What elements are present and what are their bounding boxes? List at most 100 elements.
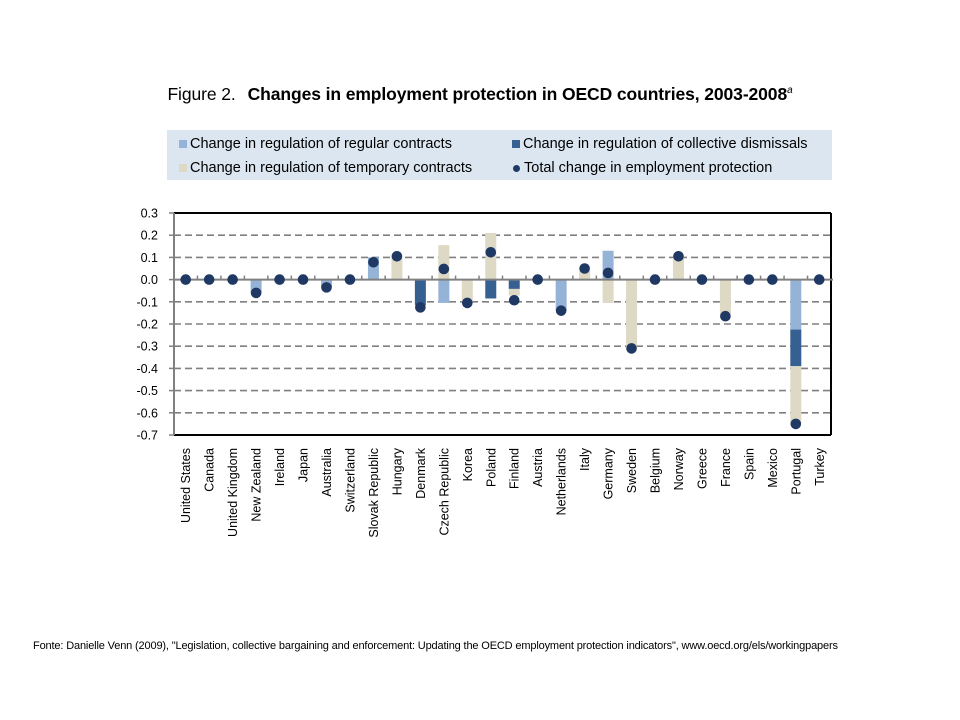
y-tick-label: -0.1 — [136, 295, 158, 309]
bar-collective — [485, 279, 497, 299]
x-tick-label: Portugal — [789, 448, 803, 495]
bar-regular — [790, 279, 802, 330]
x-tick-label: Turkey — [813, 447, 827, 485]
x-tick-label: Belgium — [649, 448, 663, 493]
x-tick-label: Australia — [320, 448, 334, 497]
x-tick-label: Czech Republic — [437, 448, 451, 536]
x-tick-label: New Zealand — [250, 448, 264, 522]
total-marker — [673, 250, 684, 262]
bar-collective — [790, 329, 802, 367]
bar-temporary — [719, 279, 731, 316]
total-marker — [579, 263, 590, 274]
x-tick-label: Austria — [531, 448, 545, 487]
y-tick-label: 0.3 — [141, 207, 158, 221]
x-tick-label: Netherlands — [555, 448, 569, 515]
x-tick-label: Norway — [672, 447, 686, 490]
y-tick-label: -0.6 — [136, 406, 158, 420]
bar-temporary — [602, 279, 614, 303]
bar-temporary — [790, 366, 802, 423]
y-tick-label: 0.0 — [141, 273, 158, 287]
total-marker — [485, 246, 497, 258]
legend-label-regular: Change in regulation of regular contract… — [190, 136, 452, 152]
bar-regular — [367, 257, 379, 280]
x-tick-label: Korea — [461, 448, 475, 481]
bar-temporary — [461, 279, 473, 302]
total-marker — [391, 250, 403, 262]
x-tick-label: Canada — [203, 448, 217, 492]
y-tick-label: -0.7 — [136, 429, 158, 443]
legend-marker-total — [513, 164, 520, 172]
bar-temporary — [579, 270, 591, 280]
legend-swatch-temporary — [179, 164, 187, 172]
legend-label-collective: Change in regulation of collective dismi… — [523, 136, 808, 152]
total-markers — [180, 246, 825, 430]
chart-legend: Change in regulation of regular contract… — [167, 130, 832, 180]
total-marker — [415, 302, 426, 313]
legend-item-collective: Change in regulation of collective dismi… — [512, 136, 808, 152]
x-tick-label: Finland — [508, 448, 522, 489]
y-tick-label: 0.2 — [141, 229, 158, 243]
total-marker — [438, 263, 450, 275]
y-tick-labels: 0.3 0.2 0.1 0.0 -0.1 -0.2 -0.3 -0.4 -0.5 -0.6 -0.7 — [136, 207, 158, 443]
total-marker — [180, 274, 192, 285]
x-tick-label: Ireland — [273, 448, 287, 486]
total-marker — [813, 274, 825, 285]
y-tick-label: -0.5 — [136, 384, 158, 398]
bar-temporary — [508, 288, 520, 296]
total-marker — [344, 274, 356, 285]
legend-swatch-regular — [179, 140, 187, 148]
figure-title: Figure 2. Changes in employment protectio… — [0, 84, 960, 105]
x-tick-label: France — [719, 448, 733, 487]
bar-temporary — [438, 245, 450, 280]
total-marker — [790, 418, 802, 430]
axes — [169, 212, 833, 436]
figure-number: Figure 2. — [167, 84, 236, 104]
bar-collective — [508, 279, 520, 289]
legend-label-total: Total change in employment protection — [524, 160, 773, 176]
total-marker — [743, 274, 755, 285]
total-marker — [368, 256, 379, 268]
total-marker — [532, 274, 543, 285]
gridlines — [174, 234, 831, 414]
total-marker — [227, 274, 238, 285]
total-marker — [462, 297, 473, 309]
x-tick-label: Greece — [695, 448, 709, 489]
x-tick-label: Mexico — [766, 448, 780, 488]
x-tick-label: Spain — [742, 448, 756, 480]
total-marker — [720, 310, 731, 322]
total-marker — [626, 343, 637, 354]
bars — [250, 232, 802, 423]
total-marker — [696, 274, 708, 285]
y-tick-label: -0.4 — [136, 362, 158, 376]
figure-title-text: Changes in employment protection in OECD… — [247, 84, 788, 104]
figure-title-footnote-mark: a — [787, 85, 793, 97]
source-note: Fonte: Danielle Venn (2009), "Legislatio… — [33, 640, 838, 652]
total-marker — [767, 274, 778, 285]
bar-temporary — [391, 257, 403, 280]
x-tick-label: Japan — [297, 448, 311, 482]
total-marker — [203, 274, 215, 285]
legend-item-total: Total change in employment protection — [512, 160, 772, 176]
y-tick-label: 0.1 — [141, 251, 158, 265]
x-tick-label: Denmark — [414, 447, 428, 498]
x-tick-label: United Kingdom — [226, 448, 240, 537]
total-marker — [321, 282, 332, 293]
x-tick-label: Sweden — [625, 448, 639, 493]
total-marker — [602, 267, 614, 279]
bar-collective — [414, 279, 426, 306]
bar-regular — [555, 279, 567, 311]
bar-regular — [438, 279, 450, 303]
x-tick-label: Hungary — [390, 447, 404, 495]
x-tick-label: Germany — [602, 447, 616, 499]
x-tick-labels: United States Canada United Kingdom New Zea… — [179, 447, 827, 537]
bar-temporary — [672, 257, 684, 280]
x-tick-label: Poland — [484, 448, 498, 487]
total-marker — [250, 287, 262, 299]
x-tick-label: Slovak Republic — [367, 448, 381, 538]
total-marker — [508, 294, 520, 306]
bar-temporary — [626, 279, 638, 348]
bar-regular — [602, 250, 614, 280]
legend-item-temporary: Change in regulation of temporary contra… — [179, 160, 472, 176]
x-tick-label: United States — [179, 448, 193, 523]
